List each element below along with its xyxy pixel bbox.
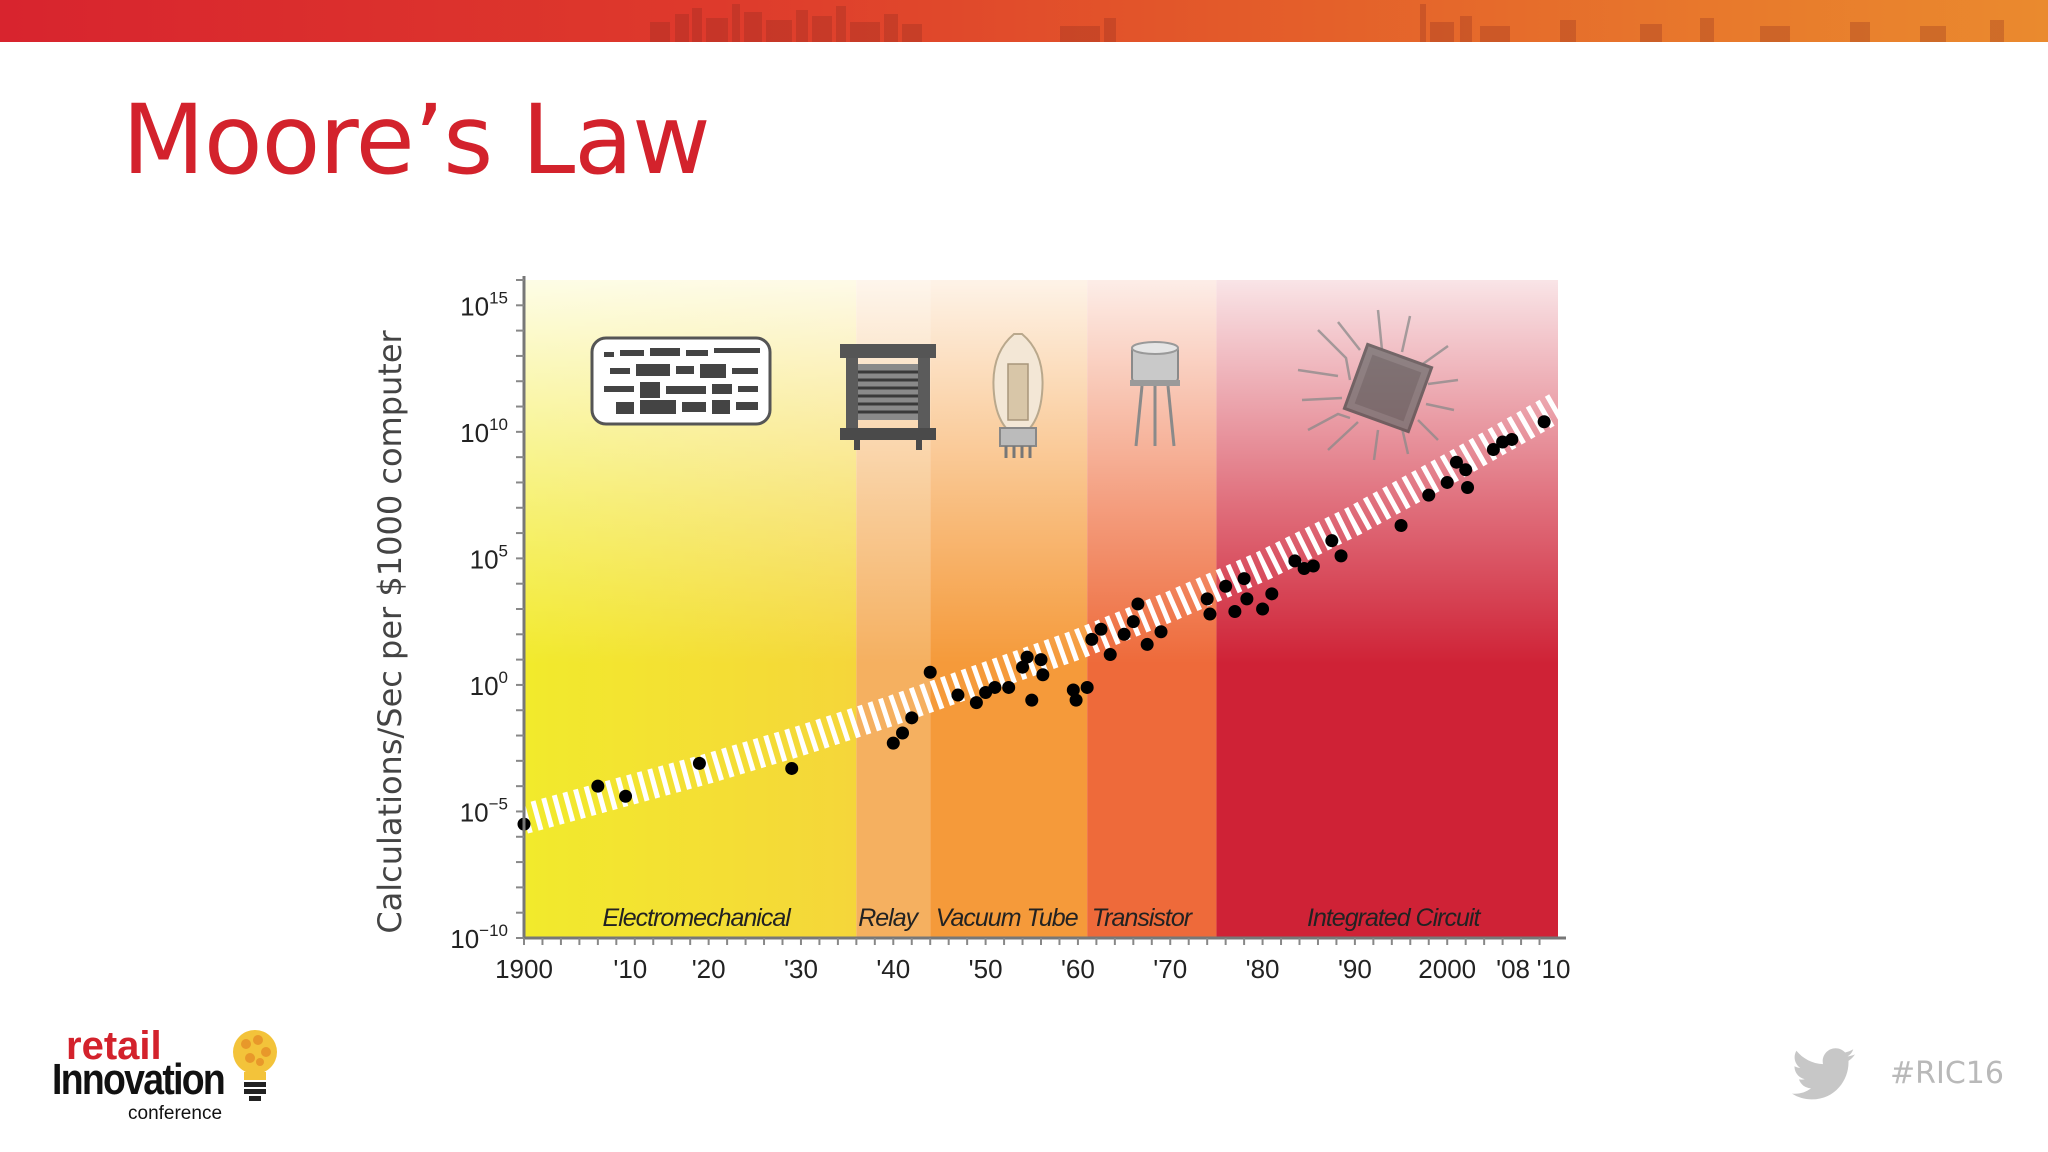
data-point [896, 726, 910, 740]
x-tick-label: '20 [692, 954, 726, 984]
data-point [923, 665, 937, 679]
data-point [1016, 660, 1030, 674]
bulb-icon [233, 1030, 277, 1101]
y-axis-title-text: Calculations/Sec per $1000 computer [371, 330, 409, 934]
x-tick-label: '60 [1061, 954, 1095, 984]
data-point [1036, 668, 1050, 682]
data-point [1085, 632, 1099, 646]
band-label: Relay [858, 904, 919, 932]
y-tick-label: 1010 [460, 415, 508, 448]
data-point [1066, 683, 1080, 697]
data-point [969, 696, 983, 710]
data-point [1334, 549, 1348, 563]
y-tick-label: 1015 [460, 288, 508, 321]
y-tick-label: 10−5 [460, 794, 508, 827]
data-point [1486, 443, 1500, 457]
band-label: Integrated Circuit [1307, 904, 1481, 932]
data-point [1237, 572, 1251, 586]
data-point [1131, 597, 1145, 611]
x-tick-label: '08 [1496, 954, 1530, 984]
x-tick-label: '80 [1246, 954, 1280, 984]
data-point [1288, 554, 1302, 568]
data-point [951, 688, 965, 702]
relay-icon [840, 344, 936, 450]
x-tick-label: '10 [1537, 954, 1571, 984]
y-tick-label: 100 [470, 668, 508, 701]
data-point [1117, 627, 1131, 641]
data-point [1069, 693, 1083, 707]
city-skyline-icon [650, 4, 2004, 42]
x-tick-label: '10 [613, 954, 647, 984]
data-point [1103, 648, 1117, 662]
data-point [1154, 625, 1168, 639]
x-tick-label: 1900 [495, 954, 553, 984]
data-point [988, 680, 1002, 694]
data-point [1537, 415, 1551, 429]
transistor-icon [1130, 341, 1180, 447]
band-label: Transistor [1092, 904, 1194, 932]
data-point [692, 756, 706, 770]
data-point [1459, 463, 1473, 477]
data-point [905, 711, 919, 725]
x-tick-label: '90 [1338, 954, 1372, 984]
data-point [1203, 607, 1217, 621]
logo-retail-text: retail [66, 1024, 162, 1068]
data-point [1025, 693, 1039, 707]
x-tick-label: '40 [876, 954, 910, 984]
data-point [1505, 432, 1519, 446]
band-label: Electromechanical [603, 904, 793, 932]
x-tick-label: '70 [1153, 954, 1187, 984]
data-point [1306, 559, 1320, 573]
data-point [1422, 488, 1436, 502]
slide-title: Moore’s Law [122, 84, 711, 196]
data-point [1034, 653, 1048, 667]
y-tick-label: 105 [470, 541, 508, 574]
x-tick-label: 2000 [1418, 954, 1476, 984]
data-point [619, 789, 633, 803]
data-point [1219, 579, 1233, 593]
retail-innovation-logo: retail Innovation conference [52, 1026, 292, 1126]
moores-law-chart: Electromechanical Relay Vacuum Tube Transis… [360, 270, 1620, 1010]
data-point [1256, 602, 1270, 616]
data-point [1449, 455, 1463, 469]
data-point [1002, 680, 1016, 694]
data-point [886, 736, 900, 750]
data-point [785, 761, 799, 775]
logo-conference-text: conference [128, 1103, 223, 1124]
twitter-bird-icon [1792, 1048, 1855, 1100]
data-point [1240, 592, 1254, 606]
data-point [591, 779, 605, 793]
data-point [1200, 592, 1214, 606]
data-point [1461, 481, 1475, 495]
data-point [1126, 615, 1140, 629]
x-tick-label: '50 [969, 954, 1003, 984]
x-tick-label: '30 [784, 954, 818, 984]
chart-plot-area: Electromechanical Relay Vacuum Tube Transis… [450, 276, 1571, 984]
top-banner [0, 0, 2048, 42]
data-point [1080, 680, 1094, 694]
data-point [1394, 518, 1408, 532]
data-point [1094, 622, 1108, 636]
hashtag-text: #RIC16 [1890, 1056, 2004, 1091]
data-point [1140, 637, 1154, 651]
data-point [1265, 587, 1279, 601]
data-point [1020, 650, 1034, 664]
data-point [1325, 534, 1339, 548]
integrated-circuit-icon [1297, 309, 1459, 461]
data-point [1440, 475, 1454, 489]
data-point [1228, 605, 1242, 619]
logo-innovation-text: Innovation [52, 1055, 226, 1104]
y-tick-label: 10−10 [450, 921, 508, 954]
band-label: Vacuum Tube [936, 904, 1078, 932]
punch-card-icon [590, 336, 772, 426]
vacuum-tube-icon [992, 333, 1044, 458]
